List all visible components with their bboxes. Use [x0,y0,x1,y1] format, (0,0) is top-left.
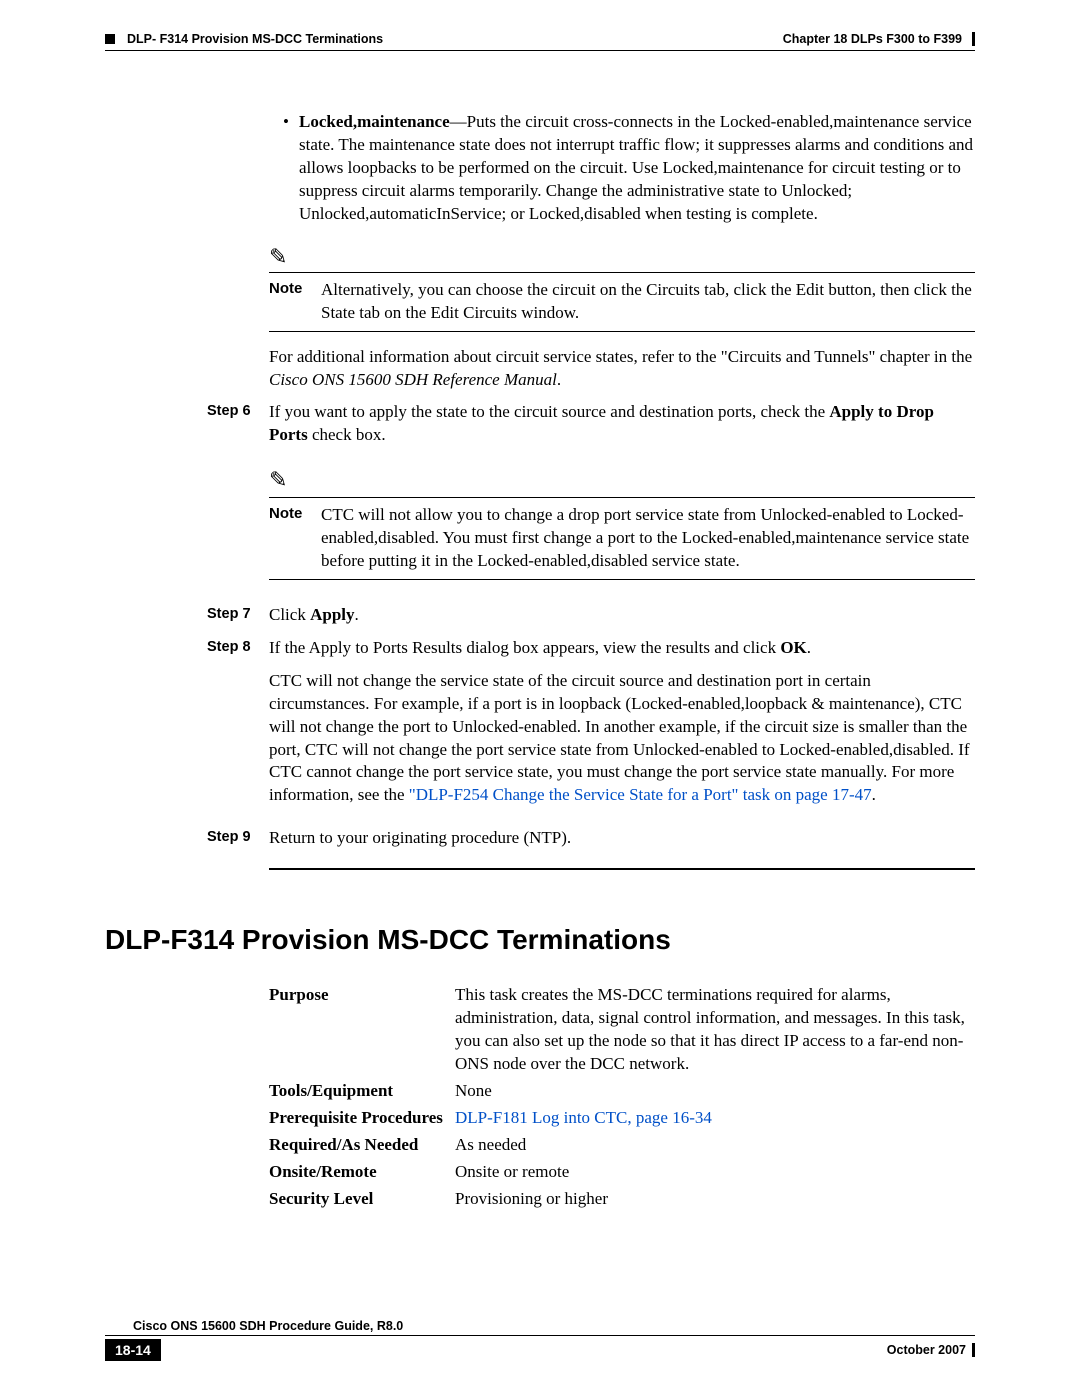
value-purpose: This task creates the MS-DCC termination… [455,984,975,1076]
step7-a: Click [269,605,310,624]
para-additional-c: . [557,370,561,389]
marker-bar-icon [972,32,975,46]
bullet-icon: • [283,111,299,134]
step8-para-c: . [872,785,876,804]
footer-guide: Cisco ONS 15600 SDH Procedure Guide, R8.… [105,1319,975,1335]
info-onsite: Onsite/Remote Onsite or remote [269,1161,975,1184]
step-9-label: Step 9 [207,827,269,845]
para-additional-a: For additional information about circuit… [269,347,972,366]
xref-dlp-f254[interactable]: "DLP-F254 Change the Service State for a… [409,785,872,804]
step-6-label: Step 6 [207,401,269,419]
info-required: Required/As Needed As needed [269,1134,975,1157]
marker-bar-icon [972,1343,975,1357]
header-right: Chapter 18 DLPs F300 to F399 [783,32,975,46]
label-onsite: Onsite/Remote [269,1161,455,1184]
step-9: Step 9 Return to your originating proced… [105,827,975,850]
bullet-lead: Locked,maintenance [299,112,450,131]
page: DLP- F314 Provision MS-DCC Terminations … [0,0,1080,1211]
label-required: Required/As Needed [269,1134,455,1157]
step-8-label: Step 8 [207,637,269,655]
note-rule-top [269,272,975,273]
step-7-label: Step 7 [207,604,269,622]
info-table: Purpose This task creates the MS-DCC ter… [269,984,975,1210]
value-onsite: Onsite or remote [455,1161,975,1184]
pencil-icon: ✎ [269,244,975,270]
page-number-badge: 18-14 [105,1339,161,1361]
value-required: As needed [455,1134,975,1157]
step8-b: OK [780,638,806,657]
pencil-icon: ✎ [269,465,975,495]
header-left-text: DLP- F314 Provision MS-DCC Terminations [127,32,383,46]
step-7-body: Click Apply. [269,604,975,627]
step6-c: check box. [308,425,386,444]
marker-square-icon [105,34,115,44]
note-rule-bottom [269,331,975,332]
footer-date: October 2007 [887,1343,975,1357]
label-tools: Tools/Equipment [269,1080,455,1103]
info-security: Security Level Provisioning or higher [269,1188,975,1211]
label-security: Security Level [269,1188,455,1211]
header-right-text: Chapter 18 DLPs F300 to F399 [783,32,962,46]
note-text: Alternatively, you can choose the circui… [321,279,975,325]
step7-c: . [355,605,359,624]
step8-a: If the Apply to Ports Results dialog box… [269,638,780,657]
step-8-body: If the Apply to Ports Results dialog box… [269,637,975,818]
note-rule-top-2 [269,497,975,498]
step-9-body: Return to your originating procedure (NT… [269,827,975,850]
value-prereq[interactable]: DLP-F181 Log into CTC, page 16-34 [455,1107,975,1130]
step6-a: If you want to apply the state to the ci… [269,402,829,421]
para-additional-b: Cisco ONS 15600 SDH Reference Manual [269,370,557,389]
label-prereq: Prerequisite Procedures [269,1107,455,1130]
step8-c: . [807,638,811,657]
footer-date-text: October 2007 [887,1343,966,1357]
note-label: Note [269,279,321,299]
note-block-1: ✎ Note Alternatively, you can choose the… [269,244,975,332]
info-tools: Tools/Equipment None [269,1080,975,1103]
step-8: Step 8 If the Apply to Ports Results dia… [105,637,975,818]
content: •Locked,maintenance—Puts the circuit cro… [105,51,975,1211]
bullet-block: •Locked,maintenance—Puts the circuit cro… [269,111,975,391]
note2-text: CTC will not allow you to change a drop … [321,504,975,573]
page-footer: Cisco ONS 15600 SDH Procedure Guide, R8.… [105,1319,975,1361]
para-additional: For additional information about circuit… [269,346,975,392]
header-left: DLP- F314 Provision MS-DCC Terminations [105,32,383,46]
value-security: Provisioning or higher [455,1188,975,1211]
info-purpose: Purpose This task creates the MS-DCC ter… [269,984,975,1076]
section-heading: DLP-F314 Provision MS-DCC Terminations [105,924,975,956]
note-rule-bottom-2 [269,579,975,580]
bullet-item: •Locked,maintenance—Puts the circuit cro… [299,111,975,226]
step-7: Step 7 Click Apply. [105,604,975,627]
section-end-rule [269,868,975,870]
step-6-body: If you want to apply the state to the ci… [269,401,975,593]
info-prereq: Prerequisite Procedures DLP-F181 Log int… [269,1107,975,1130]
note2-label: Note [269,504,321,524]
step-6: Step 6 If you want to apply the state to… [105,401,975,593]
running-header: DLP- F314 Provision MS-DCC Terminations … [105,32,975,46]
note-block-2: ✎ Note CTC will not allow you to change … [269,465,975,580]
step7-b: Apply [310,605,354,624]
value-tools: None [455,1080,975,1103]
label-purpose: Purpose [269,984,455,1007]
footer-rule [105,1335,975,1336]
